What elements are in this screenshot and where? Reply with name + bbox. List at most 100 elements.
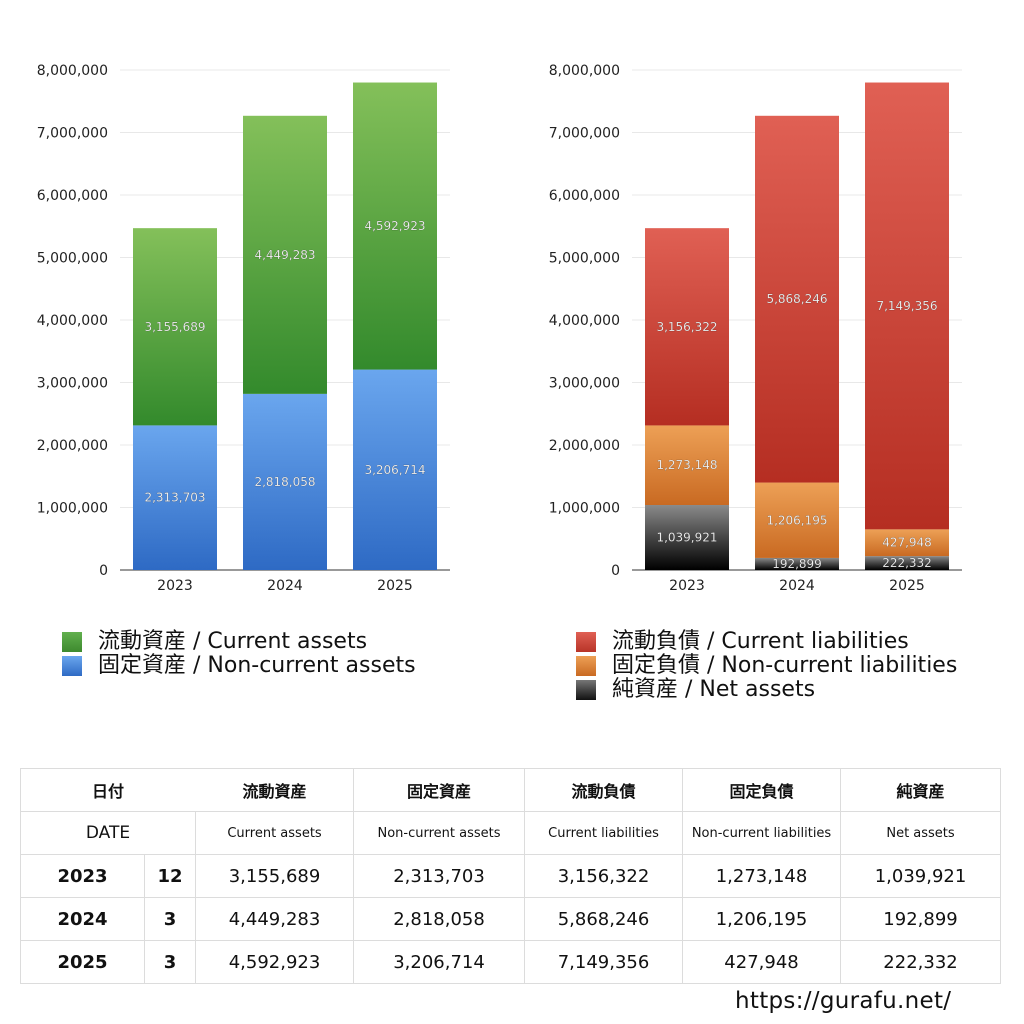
- bar-segment: [133, 425, 217, 570]
- y-tick-label: 1,000,000: [549, 501, 620, 517]
- header-current-assets-jp: 流動資産: [195, 768, 355, 812]
- cell-current-assets: 4,592,923: [195, 940, 355, 984]
- y-tick-label: 7,000,000: [37, 126, 108, 142]
- data-label: 5,868,246: [766, 292, 827, 306]
- legend-label-current-assets: 流動資産 / Current assets: [98, 629, 368, 654]
- legend-swatch-non-current-liabilities: [576, 656, 596, 676]
- x-tick-label: 2023: [157, 578, 193, 594]
- row-year: 2024: [20, 897, 145, 941]
- y-tick-label: 0: [611, 563, 620, 579]
- header-net-assets-en: Net assets: [840, 811, 1002, 855]
- bar-segment: [353, 369, 437, 570]
- x-tick-label: 2024: [267, 578, 303, 594]
- data-label: 3,155,689: [144, 320, 205, 334]
- legend-label-non-current-assets: 固定資産 / Non-current assets: [98, 653, 416, 678]
- row-year: 2025: [20, 940, 145, 984]
- legend-label-non-current-liabilities: 固定負債 / Non-current liabilities: [612, 653, 958, 678]
- bar-segment: [645, 425, 729, 506]
- y-tick-label: 2,000,000: [37, 438, 108, 454]
- y-tick-label: 6,000,000: [549, 188, 620, 204]
- bar-segment: [755, 482, 839, 558]
- header-non-current-liabilities-en: Non-current liabilities: [682, 811, 842, 855]
- legend-label-current-liabilities: 流動負債 / Current liabilities: [612, 629, 909, 654]
- row-month: 3: [143, 897, 197, 941]
- y-tick-label: 3,000,000: [37, 376, 108, 392]
- row-month: 12: [143, 854, 197, 898]
- data-table: 日付 流動資産 固定資産 流動負債 固定負債 純資産 DATE Current …: [19, 768, 1002, 984]
- y-tick-label: 6,000,000: [37, 188, 108, 204]
- legend-swatch-current-liabilities: [576, 632, 596, 652]
- liabilities-chart: 0 1,000,000 2,000,000 3,000,000 4,000,000 5,0…: [549, 63, 962, 594]
- cell-non-current-assets: 2,313,703: [353, 854, 526, 898]
- cell-net-assets: 1,039,921: [840, 854, 1002, 898]
- data-label: 222,332: [882, 556, 932, 570]
- assets-chart: 0 1,000,000 2,000,000 3,000,000 4,000,000 5,0…: [37, 63, 450, 594]
- liabilities-legend: 流動負債 / Current liabilities 固定負債 / Non-cu…: [576, 630, 957, 702]
- row-month: 3: [143, 940, 197, 984]
- bar-segment: [243, 393, 327, 570]
- cell-net-assets: 222,332: [840, 940, 1002, 984]
- legend-item-non-current-liabilities: 固定負債 / Non-current liabilities: [576, 654, 957, 678]
- bar-segment: [755, 557, 839, 570]
- header-net-assets-jp: 純資産: [840, 768, 1002, 812]
- cell-non-current-assets: 3,206,714: [353, 940, 526, 984]
- header-non-current-liabilities-jp: 固定負債: [682, 768, 842, 812]
- cell-current-liabilities: 7,149,356: [524, 940, 684, 984]
- cell-non-current-liabilities: 1,206,195: [682, 897, 842, 941]
- site-url[interactable]: https://gurafu.net/: [735, 988, 952, 1014]
- legend-swatch-non-current-assets: [62, 656, 82, 676]
- bar-segment: [133, 228, 217, 426]
- table-row: 2025 3 4,592,923 3,206,714 7,149,356 427…: [20, 940, 1002, 984]
- legend-swatch-net-assets: [576, 680, 596, 700]
- data-label: 3,156,322: [656, 320, 717, 334]
- cell-non-current-liabilities: 427,948: [682, 940, 842, 984]
- data-label: 2,313,703: [144, 491, 205, 505]
- legend-item-non-current-assets: 固定資産 / Non-current assets: [62, 654, 416, 678]
- bar-segment: [645, 228, 729, 426]
- y-tick-label: 4,000,000: [549, 313, 620, 329]
- x-tick-label: 2025: [889, 578, 925, 594]
- x-tick-label: 2023: [669, 578, 705, 594]
- header-current-liabilities-jp: 流動負債: [524, 768, 684, 812]
- bar-segment: [645, 505, 729, 570]
- header-date-jp: 日付: [19, 768, 196, 812]
- y-tick-label: 5,000,000: [37, 251, 108, 267]
- cell-current-assets: 3,155,689: [195, 854, 355, 898]
- y-tick-label: 2,000,000: [549, 438, 620, 454]
- table-header-jp: 日付 流動資産 固定資産 流動負債 固定負債 純資産: [19, 768, 1002, 812]
- header-non-current-assets-jp: 固定資産: [353, 768, 526, 812]
- table-row: 2024 3 4,449,283 2,818,058 5,868,246 1,2…: [20, 897, 1002, 941]
- bar-segment: [865, 556, 949, 570]
- table-header-en: DATE Current assets Non-current assets C…: [19, 811, 1002, 855]
- cell-net-assets: 192,899: [840, 897, 1002, 941]
- legend-item-current-liabilities: 流動負債 / Current liabilities: [576, 630, 957, 654]
- data-label: 2,818,058: [254, 475, 315, 489]
- y-tick-label: 4,000,000: [37, 313, 108, 329]
- data-label: 3,206,714: [364, 463, 425, 477]
- data-label: 192,899: [772, 557, 822, 571]
- y-tick-label: 0: [99, 563, 108, 579]
- data-label: 1,039,921: [656, 531, 717, 545]
- y-tick-label: 8,000,000: [549, 63, 620, 79]
- header-current-liabilities-en: Current liabilities: [524, 811, 684, 855]
- data-label: 7,149,356: [876, 299, 937, 313]
- header-current-assets-en: Current assets: [195, 811, 355, 855]
- legend-item-net-assets: 純資産 / Net assets: [576, 678, 957, 702]
- row-year: 2023: [20, 854, 145, 898]
- y-tick-label: 5,000,000: [549, 251, 620, 267]
- data-label: 1,273,148: [656, 458, 717, 472]
- bar-segment: [353, 82, 437, 370]
- data-label: 1,206,195: [766, 513, 827, 527]
- data-label: 4,592,923: [364, 219, 425, 233]
- cell-non-current-liabilities: 1,273,148: [682, 854, 842, 898]
- cell-current-assets: 4,449,283: [195, 897, 355, 941]
- y-tick-label: 1,000,000: [37, 501, 108, 517]
- data-label: 4,449,283: [254, 248, 315, 262]
- header-non-current-assets-en: Non-current assets: [353, 811, 526, 855]
- assets-legend: 流動資産 / Current assets 固定資産 / Non-current…: [62, 630, 416, 678]
- data-label: 427,948: [882, 536, 932, 550]
- bar-segment: [755, 115, 839, 483]
- legend-swatch-current-assets: [62, 632, 82, 652]
- bar-segment: [243, 115, 327, 394]
- legend-label-net-assets: 純資産 / Net assets: [612, 677, 816, 702]
